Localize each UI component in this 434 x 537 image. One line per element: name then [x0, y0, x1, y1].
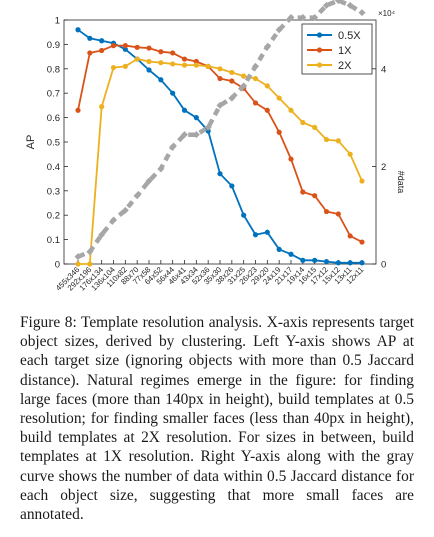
- y-tick-label: 0.3: [47, 186, 60, 197]
- data-point: [277, 130, 282, 135]
- data-point: [336, 211, 341, 216]
- data-point: [135, 56, 140, 61]
- y-tick-label: 0.8: [47, 64, 60, 75]
- data-point: [300, 258, 305, 263]
- figure-caption: Figure 8: Template resolution analysis. …: [20, 313, 414, 524]
- data-point: [348, 152, 353, 157]
- legend: 0.5X 1X 2X: [302, 24, 372, 74]
- data-point: [194, 63, 199, 68]
- data-point: [99, 104, 104, 109]
- data-point: [312, 125, 317, 130]
- data-point: [312, 258, 317, 263]
- data-point: [336, 138, 341, 143]
- y-right-axis-label: #data: [396, 171, 406, 194]
- data-point: [182, 56, 187, 61]
- data-point: [75, 261, 80, 266]
- y-tick-label: 0.5: [47, 138, 60, 149]
- data-point: [87, 261, 92, 266]
- data-point: [87, 50, 92, 55]
- data-point: [229, 183, 234, 188]
- y-axis-label: AP: [25, 135, 37, 150]
- y-right-exponent: ×10⁴: [378, 9, 396, 18]
- data-point: [241, 213, 246, 218]
- data-point: [253, 232, 258, 237]
- data-point: [182, 63, 187, 68]
- data-point: [348, 233, 353, 238]
- data-point: [300, 120, 305, 125]
- data-point: [99, 48, 104, 53]
- data-point: [265, 108, 270, 113]
- data-point: [75, 108, 80, 113]
- y-tick-label: 0.1: [47, 235, 60, 246]
- data-point: [277, 247, 282, 252]
- y-tick-label: 1: [55, 16, 60, 27]
- data-point: [146, 67, 151, 72]
- legend-marker: [317, 62, 322, 67]
- data-point: [253, 100, 258, 105]
- data-point: [170, 50, 175, 55]
- data-point: [253, 76, 258, 81]
- data-point: [146, 45, 151, 50]
- data-point: [300, 189, 305, 194]
- data-point: [123, 43, 128, 48]
- data-point: [348, 260, 353, 265]
- data-point: [217, 171, 222, 176]
- data-point: [99, 38, 104, 43]
- legend-label: 1X: [338, 45, 352, 57]
- data-point: [241, 74, 246, 79]
- series-2x: [75, 56, 364, 266]
- data-point: [359, 239, 364, 244]
- data-point: [182, 108, 187, 113]
- data-point: [170, 91, 175, 96]
- data-point: [158, 49, 163, 54]
- data-point: [324, 137, 329, 142]
- data-point: [265, 230, 270, 235]
- data-point: [206, 64, 211, 69]
- y-tick-label: 0: [55, 260, 60, 271]
- legend-marker: [317, 32, 322, 37]
- y-tick-label: 0.9: [47, 40, 60, 51]
- data-point: [146, 59, 151, 64]
- data-point: [324, 259, 329, 264]
- data-point: [312, 193, 317, 198]
- series-line: [78, 59, 362, 264]
- data-point: [229, 78, 234, 83]
- data-point: [229, 70, 234, 75]
- legend-label: 0.5X: [338, 30, 361, 42]
- data-point: [135, 45, 140, 50]
- y-tick-label: 0.7: [47, 89, 60, 100]
- data-point: [158, 60, 163, 65]
- y-right-tick-label: 4: [381, 64, 386, 75]
- data-point: [158, 77, 163, 82]
- legend-marker: [317, 47, 322, 52]
- data-point: [217, 76, 222, 81]
- data-point: [170, 61, 175, 66]
- data-point: [288, 108, 293, 113]
- data-point: [336, 260, 341, 265]
- data-point: [193, 131, 200, 138]
- data-point: [217, 66, 222, 71]
- y-tick-label: 0.2: [47, 211, 60, 222]
- data-point: [123, 64, 128, 69]
- data-point: [87, 36, 92, 41]
- data-point: [288, 252, 293, 257]
- data-point: [194, 115, 199, 120]
- data-point: [288, 156, 293, 161]
- y-tick-label: 0.6: [47, 113, 60, 124]
- data-point: [75, 27, 80, 32]
- data-point: [359, 260, 364, 265]
- data-point: [111, 43, 116, 48]
- y-right-tick-label: 2: [381, 162, 386, 173]
- legend-label: 2X: [338, 60, 352, 72]
- data-point: [277, 95, 282, 100]
- y-tick-label: 0.4: [47, 162, 60, 173]
- data-point: [111, 65, 116, 70]
- data-point: [265, 83, 270, 88]
- data-point: [359, 178, 364, 183]
- data-point: [324, 209, 329, 214]
- data-point: [359, 9, 366, 16]
- y-right-tick-label: 0: [381, 260, 386, 271]
